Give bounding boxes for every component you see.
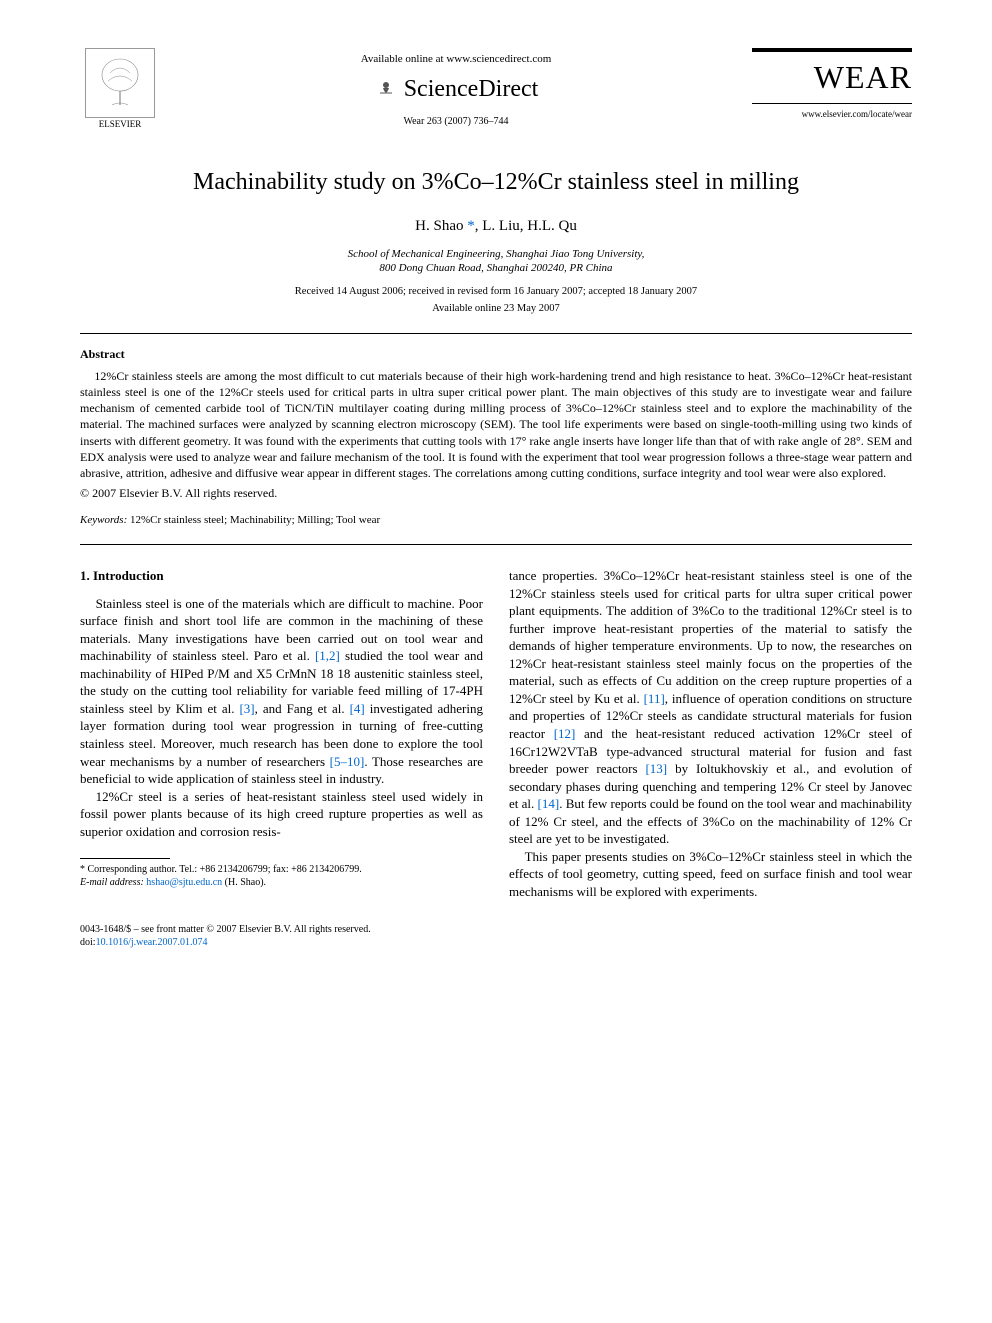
authors: H. Shao *, L. Liu, H.L. Qu bbox=[80, 216, 912, 236]
column-left: 1. Introduction Stainless steel is one o… bbox=[80, 567, 483, 900]
journal-name: WEAR bbox=[752, 48, 912, 104]
email-tail: (H. Shao). bbox=[222, 877, 266, 888]
dates-online: Available online 23 May 2007 bbox=[80, 302, 912, 316]
footnote-corresponding: * Corresponding author. Tel.: +86 213420… bbox=[80, 863, 483, 876]
intro-paragraph-2: 12%Cr steel is a series of heat-resistan… bbox=[80, 788, 483, 841]
abstract-text: 12%Cr stainless steels are among the mos… bbox=[80, 368, 912, 481]
ref-link-12[interactable]: [12] bbox=[554, 726, 576, 741]
email-link[interactable]: hshao@sjtu.edu.cn bbox=[146, 877, 222, 888]
intro-paragraph-3: This paper presents studies on 3%Co–12%C… bbox=[509, 848, 912, 901]
divider-top bbox=[80, 333, 912, 334]
page: ELSEVIER Available online at www.science… bbox=[0, 0, 992, 997]
ref-link-11[interactable]: [11] bbox=[644, 691, 665, 706]
body-columns: 1. Introduction Stainless steel is one o… bbox=[80, 567, 912, 900]
corresponding-mark: * bbox=[464, 218, 475, 234]
journal-logo: WEAR www.elsevier.com/locate/wear bbox=[752, 48, 912, 120]
available-online-text: Available online at www.sciencedirect.co… bbox=[160, 52, 752, 67]
sciencedirect-logo: ScienceDirect bbox=[160, 73, 752, 105]
footnote: * Corresponding author. Tel.: +86 213420… bbox=[80, 863, 483, 889]
doi-link[interactable]: 10.1016/j.wear.2007.01.074 bbox=[96, 937, 208, 948]
elsevier-tree-icon bbox=[85, 48, 155, 118]
ref-link-13[interactable]: [13] bbox=[645, 761, 667, 776]
ref-link-14[interactable]: [14] bbox=[538, 796, 560, 811]
journal-url: www.elsevier.com/locate/wear bbox=[752, 108, 912, 120]
article-title: Machinability study on 3%Co–12%Cr stainl… bbox=[80, 166, 912, 198]
sciencedirect-icon bbox=[374, 77, 398, 101]
footnote-separator bbox=[80, 858, 170, 859]
abstract-copyright: © 2007 Elsevier B.V. All rights reserved… bbox=[80, 485, 912, 501]
section-1-heading: 1. Introduction bbox=[80, 567, 483, 585]
page-footer: 0043-1648/$ – see front matter © 2007 El… bbox=[80, 923, 912, 949]
affiliation-line-1: School of Mechanical Engineering, Shangh… bbox=[80, 247, 912, 261]
divider-bottom bbox=[80, 544, 912, 545]
ref-link-5-10[interactable]: [5–10] bbox=[330, 754, 365, 769]
keywords: Keywords: 12%Cr stainless steel; Machina… bbox=[80, 513, 912, 528]
center-header: Available online at www.sciencedirect.co… bbox=[160, 48, 752, 129]
column-right: tance properties. 3%Co–12%Cr heat-resist… bbox=[509, 567, 912, 900]
header-row: ELSEVIER Available online at www.science… bbox=[80, 48, 912, 138]
intro-paragraph-2-cont: tance properties. 3%Co–12%Cr heat-resist… bbox=[509, 567, 912, 848]
abstract-heading: Abstract bbox=[80, 346, 912, 362]
footnote-email-line: E-mail address: hshao@sjtu.edu.cn (H. Sh… bbox=[80, 876, 483, 889]
dates-received: Received 14 August 2006; received in rev… bbox=[80, 285, 912, 299]
affiliation: School of Mechanical Engineering, Shangh… bbox=[80, 247, 912, 276]
sciencedirect-text: ScienceDirect bbox=[404, 73, 539, 105]
keywords-label: Keywords: bbox=[80, 514, 127, 526]
ref-link-4[interactable]: [4] bbox=[350, 701, 365, 716]
publisher-name: ELSEVIER bbox=[99, 118, 142, 130]
footer-doi: doi:10.1016/j.wear.2007.01.074 bbox=[80, 936, 912, 949]
email-label: E-mail address: bbox=[80, 877, 146, 888]
publisher-logo: ELSEVIER bbox=[80, 48, 160, 138]
footer-copyright: 0043-1648/$ – see front matter © 2007 El… bbox=[80, 923, 912, 936]
affiliation-line-2: 800 Dong Chuan Road, Shanghai 200240, PR… bbox=[80, 261, 912, 275]
ref-link-3[interactable]: [3] bbox=[239, 701, 254, 716]
intro-paragraph-1: Stainless steel is one of the materials … bbox=[80, 595, 483, 788]
ref-link-1-2[interactable]: [1,2] bbox=[315, 648, 340, 663]
journal-reference: Wear 263 (2007) 736–744 bbox=[160, 115, 752, 129]
authors-text: H. Shao *, L. Liu, H.L. Qu bbox=[415, 218, 577, 234]
keywords-text: 12%Cr stainless steel; Machinability; Mi… bbox=[127, 514, 380, 526]
